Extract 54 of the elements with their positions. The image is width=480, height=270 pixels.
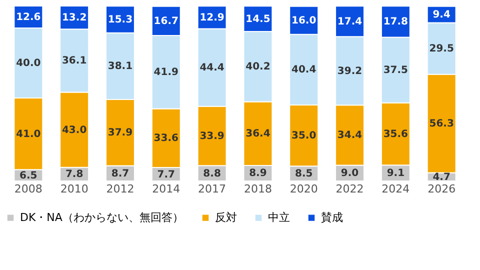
- data-label: 4.7: [432, 172, 450, 183]
- data-label: 8.9: [249, 168, 267, 180]
- data-label: 12.6: [16, 12, 41, 24]
- x-tick-label: 2014: [152, 182, 180, 196]
- data-label: 37.9: [108, 128, 133, 139]
- data-label: 7.8: [65, 169, 84, 180]
- data-label: 9.0: [340, 168, 359, 180]
- data-label: 8.7: [111, 168, 130, 180]
- data-label: 15.3: [108, 14, 133, 26]
- data-label: 9.1: [386, 168, 405, 180]
- data-label: 37.5: [383, 65, 408, 76]
- x-tick-label: 2024: [382, 182, 410, 196]
- data-label: 16.7: [154, 16, 179, 27]
- x-tick-label: 2020: [290, 182, 318, 196]
- data-label: 43.0: [62, 124, 87, 136]
- legend-label: 中立: [268, 210, 290, 224]
- data-label: 16.0: [292, 15, 316, 26]
- data-label: 8.8: [203, 168, 221, 180]
- legend-label: 賛成: [321, 210, 343, 224]
- data-label: 9.4: [432, 10, 450, 21]
- x-tick-label: 2022: [336, 182, 364, 196]
- data-label: 39.2: [337, 66, 362, 77]
- data-label: 8.5: [295, 168, 313, 180]
- legend-label: DK・NA（わからない、無回答）: [20, 210, 184, 224]
- data-label: 38.1: [108, 61, 133, 72]
- data-label: 34.4: [337, 130, 362, 142]
- x-tick-label: 2026: [428, 182, 456, 196]
- x-tick-label: 2010: [60, 182, 88, 196]
- data-label: 17.8: [383, 16, 408, 28]
- data-label: 14.5: [246, 14, 270, 25]
- data-label: 12.9: [200, 12, 224, 24]
- data-label: 35.6: [383, 128, 408, 140]
- data-label: 29.5: [429, 44, 454, 55]
- data-label: 33.6: [154, 133, 179, 144]
- x-tick-label: 2017: [198, 182, 226, 196]
- x-tick-label: 2008: [14, 182, 42, 196]
- data-label: 41.9: [154, 67, 179, 78]
- data-label: 33.9: [200, 130, 224, 142]
- data-label: 41.0: [16, 128, 41, 140]
- data-label: 35.0: [292, 130, 316, 142]
- x-tick-label: 2018: [244, 182, 272, 196]
- data-label: 17.4: [337, 16, 362, 28]
- data-label: 36.1: [62, 56, 87, 67]
- data-label: 7.7: [157, 169, 176, 180]
- data-label: 36.4: [246, 128, 270, 140]
- data-label: 40.0: [16, 58, 41, 69]
- data-label: 40.2: [246, 62, 270, 73]
- legend-label: 反対: [215, 210, 237, 224]
- x-tick-label: 2012: [106, 182, 134, 196]
- data-label: 13.2: [62, 12, 87, 24]
- data-label: 44.4: [200, 62, 224, 74]
- data-label: 6.5: [20, 170, 38, 182]
- data-label: 56.3: [429, 118, 454, 130]
- data-label: 40.4: [292, 64, 316, 76]
